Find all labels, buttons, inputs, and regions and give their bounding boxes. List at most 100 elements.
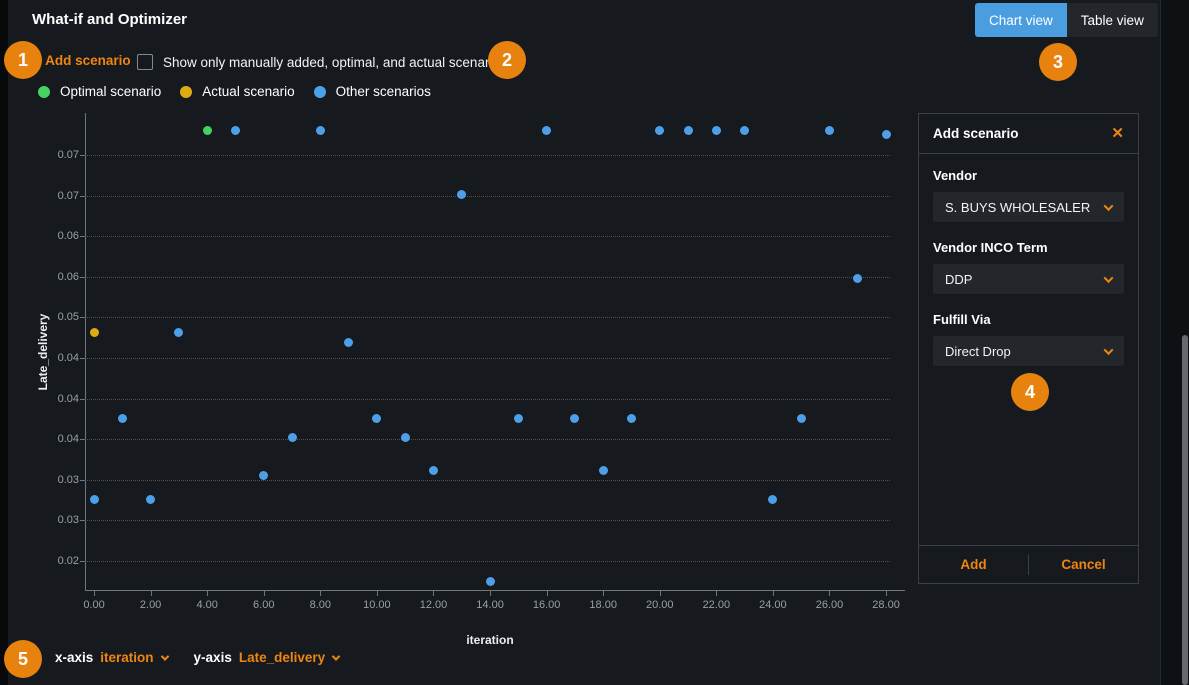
scatter-point[interactable] — [230, 126, 240, 136]
legend-label: Actual scenario — [202, 84, 295, 99]
x-tick-label: 0.00 — [83, 599, 105, 611]
callout-1: 1 — [4, 41, 42, 79]
axis-selectors: x-axis iteration y-axis Late_delivery — [55, 650, 341, 665]
gridline — [85, 357, 890, 359]
y-axis-tick — [80, 520, 85, 522]
gridline — [85, 236, 890, 238]
vertical-scrollbar[interactable] — [1182, 335, 1188, 685]
x-tick-label: 12.00 — [419, 599, 448, 611]
inco-term-field-label: Vendor INCO Term — [933, 240, 1048, 255]
chevron-down-icon — [160, 651, 169, 661]
gridline — [85, 317, 890, 319]
x-axis-tick — [603, 591, 605, 596]
vendor-select[interactable]: S. BUYS WHOLESALER — [933, 192, 1124, 222]
y-tick-label: 0.04 — [57, 433, 79, 446]
scatter-point[interactable] — [711, 126, 721, 136]
scatter-point[interactable] — [89, 494, 99, 504]
x-axis-selector-value[interactable]: iteration — [100, 650, 154, 665]
scatter-point[interactable] — [202, 126, 212, 136]
view-toggle: Chart view Table view — [975, 3, 1158, 37]
x-tick-label: 22.00 — [702, 599, 731, 611]
scatter-point[interactable] — [655, 126, 665, 136]
y-axis-tick — [80, 439, 85, 441]
vendor-select-value: S. BUYS WHOLESALER — [945, 199, 1091, 215]
x-axis-selector: x-axis iteration — [55, 650, 169, 665]
scatter-point[interactable] — [344, 338, 354, 348]
scatter-point[interactable] — [796, 414, 806, 424]
chevron-down-icon — [1103, 272, 1114, 283]
scatter-point[interactable] — [570, 414, 580, 424]
scatter-point[interactable] — [542, 126, 552, 136]
y-axis-line — [85, 113, 86, 590]
x-axis-tick — [94, 591, 96, 596]
scatter-point[interactable] — [117, 414, 127, 424]
scatter-point[interactable] — [683, 126, 693, 136]
scatter-point[interactable] — [400, 432, 410, 442]
y-tick-label: 0.06 — [57, 270, 79, 283]
x-tick-label: 6.00 — [253, 599, 275, 611]
y-axis-tick — [80, 357, 85, 359]
callout-3: 3 — [1039, 43, 1077, 81]
scatter-point[interactable] — [824, 126, 834, 136]
y-tick-label: 0.06 — [57, 230, 79, 243]
gridline — [85, 398, 890, 400]
scatter-point[interactable] — [372, 414, 382, 424]
scatter-point[interactable] — [853, 273, 863, 283]
y-tick-label: 0.05 — [57, 311, 79, 324]
table-view-button[interactable]: Table view — [1066, 3, 1158, 37]
inco-term-select[interactable]: DDP — [933, 264, 1124, 294]
chevron-down-icon — [1103, 344, 1114, 355]
x-tick-label: 2.00 — [139, 599, 162, 611]
y-axis-tick — [80, 479, 85, 481]
panel-header: Add scenario ✕ — [919, 114, 1138, 154]
scatter-point[interactable] — [598, 466, 608, 476]
scatter-point[interactable] — [513, 414, 523, 424]
fulfill-via-select-value: Direct Drop — [945, 343, 1011, 359]
scatter-point[interactable] — [768, 494, 778, 504]
x-axis-tick — [829, 591, 831, 596]
scatter-point[interactable] — [881, 130, 891, 140]
scatter-point[interactable] — [174, 327, 184, 337]
filter-checkbox[interactable] — [137, 54, 153, 70]
callout-4: 4 — [1011, 373, 1049, 411]
fulfill-via-select[interactable]: Direct Drop — [933, 336, 1124, 366]
y-tick-label: 0.02 — [57, 554, 79, 567]
scatter-point[interactable] — [485, 576, 495, 586]
y-axis-tick — [80, 317, 85, 319]
cancel-button[interactable]: Cancel — [1061, 557, 1106, 572]
close-icon[interactable]: ✕ — [1111, 125, 1124, 142]
x-tick-label: 4.00 — [196, 599, 218, 611]
x-axis-tick — [772, 591, 774, 596]
legend-item: Optimal scenario — [38, 84, 161, 99]
x-tick-label: 26.00 — [815, 599, 844, 611]
scatter-point[interactable] — [259, 471, 269, 481]
x-tick-label: 18.00 — [589, 599, 617, 611]
legend-label: Optimal scenario — [60, 84, 162, 99]
scatter-point[interactable] — [146, 494, 156, 504]
scatter-point[interactable] — [89, 327, 99, 337]
scatter-point[interactable] — [740, 126, 750, 136]
gridline — [85, 155, 890, 157]
filter-checkbox-label: Show only manually added, optimal, and a… — [163, 55, 507, 70]
panel-footer: Add Cancel — [919, 545, 1138, 583]
scatter-point[interactable] — [457, 189, 467, 199]
scatter-point[interactable] — [287, 432, 297, 442]
scatter-point[interactable] — [626, 414, 636, 424]
chart-view-button[interactable]: Chart view — [975, 3, 1067, 37]
add-scenario-link[interactable]: + Add scenario — [34, 53, 131, 68]
x-tick-label: 24.00 — [759, 599, 787, 611]
window-edge — [0, 0, 8, 685]
callout-5: 5 — [4, 640, 42, 678]
x-axis-tick — [376, 591, 378, 596]
add-button[interactable]: Add — [960, 557, 987, 572]
y-axis-tick — [80, 236, 85, 238]
x-axis-tick — [716, 591, 718, 596]
gridline — [85, 276, 890, 278]
y-axis-selector-value[interactable]: Late_delivery — [238, 650, 326, 665]
scatter-point[interactable] — [428, 466, 438, 476]
x-axis-tick — [659, 591, 661, 596]
vendor-field-label: Vendor — [933, 168, 978, 183]
x-axis-selector-label: x-axis — [55, 650, 94, 665]
panel-body: Vendor S. BUYS WHOLESALER Vendor INCO Te… — [919, 154, 1138, 366]
scatter-point[interactable] — [315, 126, 325, 136]
